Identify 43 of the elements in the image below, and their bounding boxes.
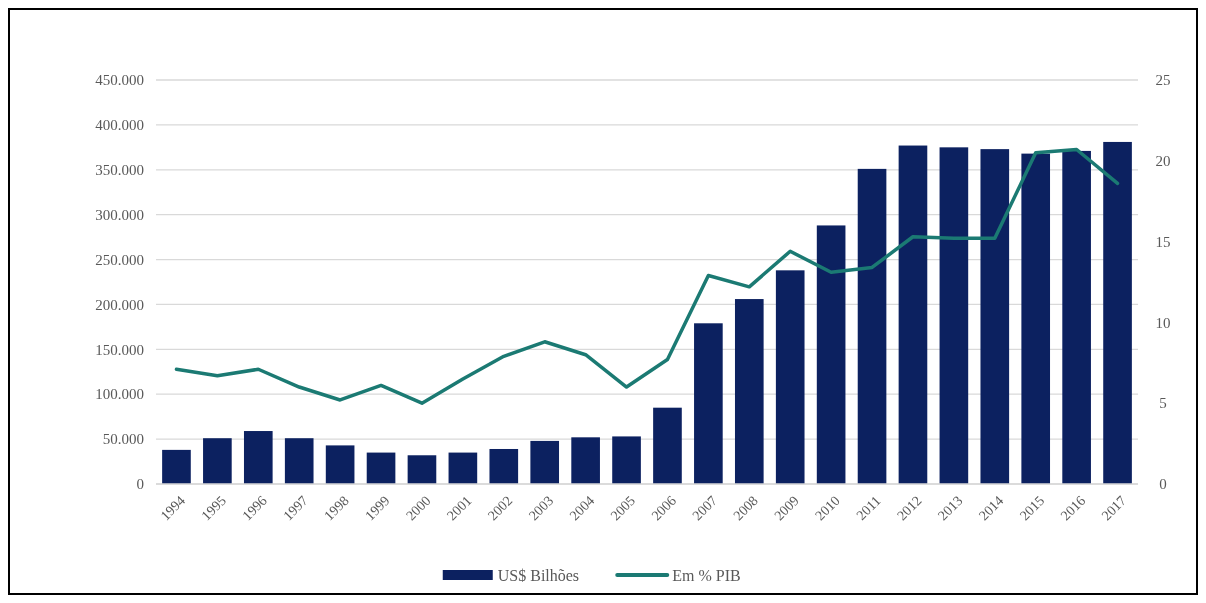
- y-tick-label: 300.000: [95, 206, 144, 223]
- y-tick-label: 350.000: [95, 162, 144, 179]
- bar: [694, 323, 723, 484]
- y2-tick-label: 0: [1159, 476, 1167, 493]
- bar: [407, 455, 437, 484]
- y-tick-label: 400.000: [95, 117, 144, 134]
- bar: [734, 299, 764, 484]
- y-tick-label: 100.000: [95, 386, 144, 403]
- bar: [1021, 153, 1051, 484]
- y-tick-label: 0: [136, 476, 144, 493]
- bar: [448, 452, 478, 484]
- bar: [612, 436, 641, 484]
- y2-tick-label: 15: [1155, 233, 1171, 250]
- bar: [980, 149, 1010, 484]
- bar: [530, 440, 560, 484]
- bar: [203, 438, 232, 484]
- y-tick-label: 50.000: [102, 431, 144, 448]
- bar: [898, 145, 928, 484]
- bar: [775, 270, 805, 484]
- y2-tick-label: 5: [1159, 395, 1167, 412]
- y-tick-label: 200.000: [95, 296, 144, 313]
- bar: [489, 448, 519, 484]
- bar: [857, 168, 887, 484]
- y-tick-label: 250.000: [95, 251, 144, 268]
- line-series: [174, 147, 1120, 405]
- bar: [653, 407, 682, 484]
- bar: [1103, 141, 1132, 484]
- y-tick-label: 150.000: [95, 341, 144, 358]
- bar: [243, 431, 273, 484]
- y2-tick-label: 20: [1155, 153, 1171, 170]
- y2-tick-label: 10: [1155, 314, 1171, 331]
- bar: [284, 438, 314, 484]
- legend-label: Em % PIB: [672, 566, 741, 584]
- bar: [162, 449, 191, 484]
- legend-label: US$ Bilhões: [497, 566, 580, 584]
- bar: [1062, 150, 1091, 484]
- y2-tick-label: 25: [1155, 72, 1171, 89]
- bar: [366, 452, 396, 484]
- bar: [571, 437, 600, 484]
- bar: [939, 147, 969, 484]
- y-tick-label: 450.000: [95, 72, 144, 89]
- bar: [816, 225, 846, 484]
- bar: [325, 445, 355, 484]
